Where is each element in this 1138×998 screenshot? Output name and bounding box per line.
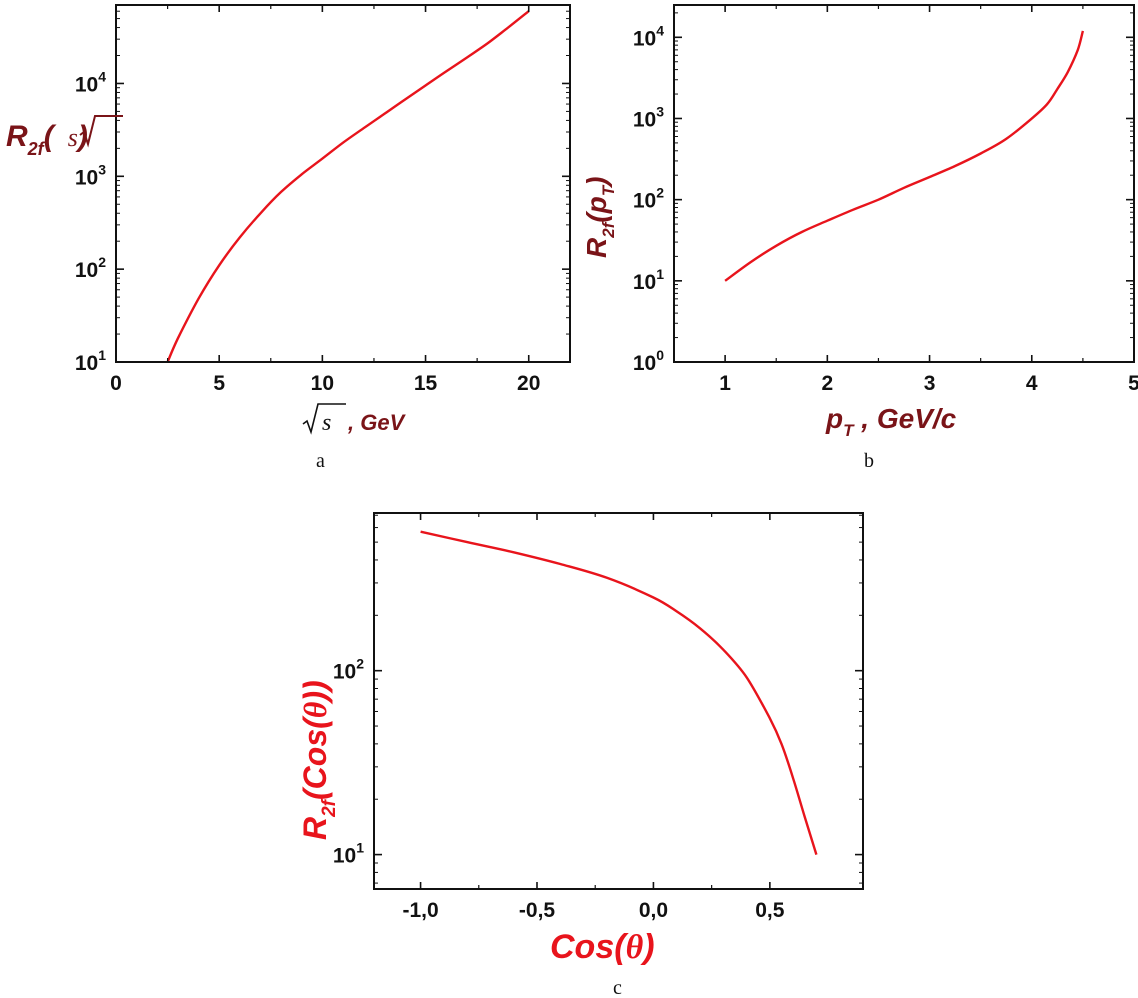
panel-c-y-title: R2f(Cos(θ)) xyxy=(297,680,340,840)
panel-c-y-tick-label: 102 xyxy=(333,656,364,684)
panel-c-tag: c xyxy=(613,977,622,998)
panel-b-y-tick-label: 100 xyxy=(633,347,664,375)
panel-a: 0 5 10 15 20 101 102 103 104 R2f(s) s , GeV a xyxy=(6,4,571,472)
panel-a-x-tick-label: 5 xyxy=(213,372,225,395)
panel-a-series-line xyxy=(166,10,530,363)
panel-c-series-line xyxy=(420,530,818,855)
panel-a-y-tick-label: 101 xyxy=(75,347,106,375)
panel-a-ticks: 0 5 10 15 20 101 102 103 104 xyxy=(75,5,570,395)
panel-c-marks xyxy=(420,530,818,855)
panel-a-y-radical xyxy=(79,115,123,148)
panel-b-y-title: R2f(pT) xyxy=(581,176,618,258)
panel-b-y-tick-label: 101 xyxy=(633,266,664,294)
panel-a-y-title: R2f(s) xyxy=(6,120,88,159)
panel-a-y-tick-label: 104 xyxy=(75,68,106,96)
panel-b-ticks: 1 2 3 4 5 100 101 102 103 104 xyxy=(633,5,1138,395)
panel-b-x-tick-label: 3 xyxy=(924,372,936,395)
panel-c-frame xyxy=(373,512,864,890)
panel-b-y-tick-label: 104 xyxy=(633,22,664,50)
panel-a-x-radical xyxy=(302,403,346,435)
panel-a-x-symbol: s xyxy=(322,410,331,436)
panel-c-x-tick-label: 0,5 xyxy=(755,899,785,922)
panel-a-tag: a xyxy=(316,450,325,472)
panel-c-x-tick-label: -0,5 xyxy=(519,899,556,922)
panel-c-x-tick-label: 0,0 xyxy=(639,899,668,922)
panel-c-y-tick-label: 101 xyxy=(333,840,364,868)
panel-a-x-title: , GeV xyxy=(347,410,407,435)
panel-c-ticks: -1,0 -0,5 0,0 0,5 101 102 xyxy=(333,513,863,922)
panel-a-x-tick-label: 10 xyxy=(311,372,334,395)
panel-b-series-line xyxy=(724,30,1085,282)
panel-b-x-tick-label: 2 xyxy=(821,372,833,395)
panel-b-x-tick-label: 1 xyxy=(719,372,731,395)
panel-b-x-tick-label: 5 xyxy=(1128,372,1138,395)
panel-b-y-tick-label: 103 xyxy=(633,103,664,131)
panel-a-y-tick-label: 103 xyxy=(75,161,106,189)
panel-a-x-tick-label: 20 xyxy=(517,372,540,395)
panel-a-frame xyxy=(115,4,571,363)
panel-b-x-tick-label: 4 xyxy=(1026,372,1038,395)
panel-b-frame xyxy=(673,4,1135,363)
panel-b-tag: b xyxy=(864,450,874,472)
panel-c-x-tick-label: -1,0 xyxy=(402,899,438,922)
panel-a-y-tick-label: 102 xyxy=(75,254,106,282)
panel-c-x-title: Cos(θ) xyxy=(550,928,655,966)
panel-b-y-tick-label: 102 xyxy=(633,185,664,213)
panel-b-x-title: pT , GeV/c xyxy=(825,403,957,440)
panel-b-marks xyxy=(724,30,1085,282)
panel-a-marks xyxy=(166,10,530,363)
panel-a-x-tick-label: 15 xyxy=(414,372,438,395)
panel-a-x-tick-label: 0 xyxy=(110,372,122,395)
